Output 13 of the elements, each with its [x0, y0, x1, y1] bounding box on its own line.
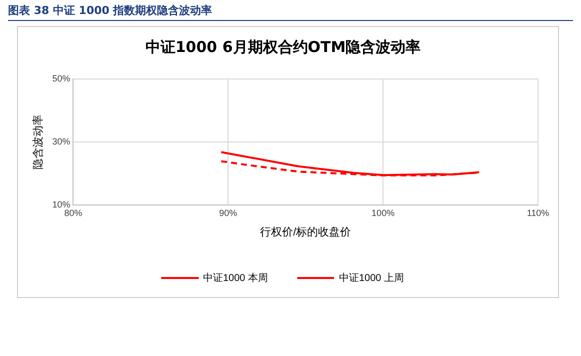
x-tick-label: 90% — [219, 208, 238, 218]
text: 图表 38 中证 1000 指数期权隐含波动率 — [8, 3, 212, 18]
x-tick-label: 110% — [526, 208, 550, 218]
chart-title: 中证1000 6月期权合约OTM隐含波动率 — [145, 38, 421, 56]
legend-label: 中证1000 本周 — [202, 272, 268, 284]
x-axis-title: 行权价/标的收盘价 — [260, 226, 352, 238]
y-tick-label: 30% — [52, 136, 70, 146]
y-tick-label: 10% — [52, 199, 70, 210]
y-axis-title: 隐含波动率 — [32, 114, 45, 170]
legend-label: 中证1000 上周 — [339, 272, 404, 284]
y-tick-label: 50% — [52, 73, 70, 84]
x-tick-label: 80% — [64, 208, 82, 218]
x-tick-label: 100% — [372, 208, 395, 218]
